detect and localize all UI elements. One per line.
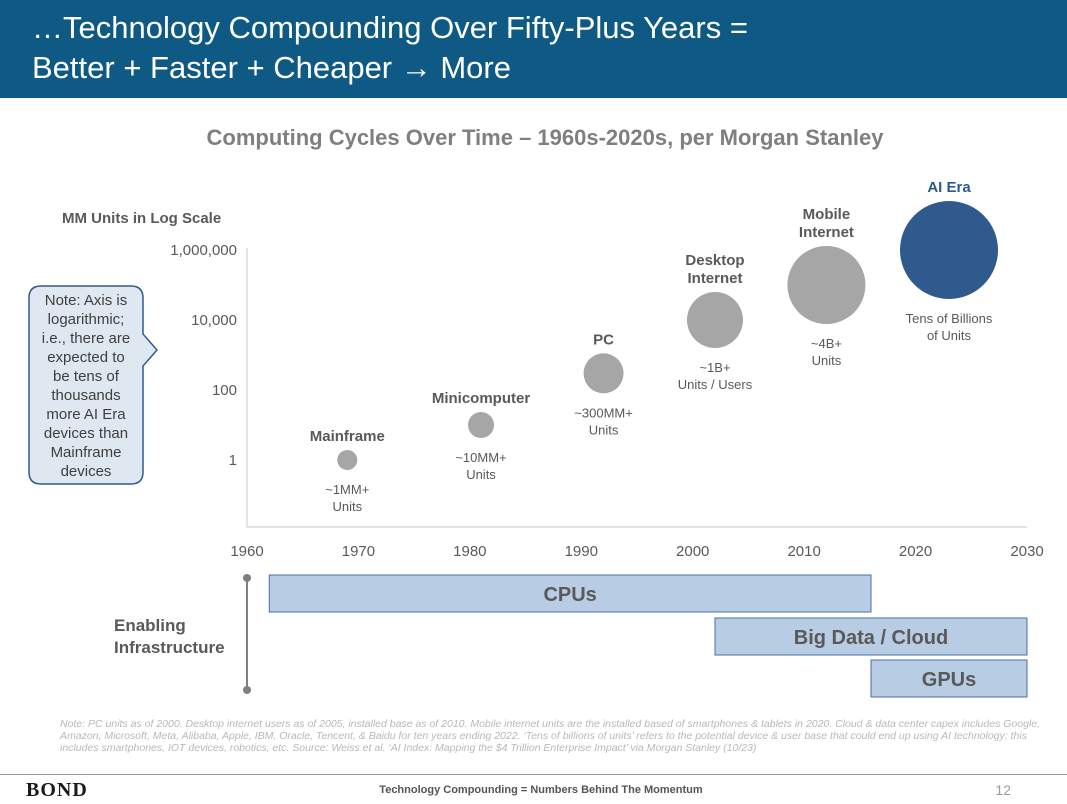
infrastructure-bar-big-data-cloud — [714, 617, 1028, 656]
title-line-1: …Technology Compounding Over Fifty-Plus … — [32, 10, 748, 45]
bubble-desktop-internet — [687, 292, 743, 348]
page-number: 12 — [995, 782, 1011, 798]
title-line-2: Better + Faster + Cheaper → More — [32, 50, 511, 85]
chart-title: Computing Cycles Over Time – 1960s-2020s… — [207, 125, 885, 150]
x-tick-label: 1990 — [565, 543, 598, 560]
note-callout-text: Mainframe — [51, 444, 122, 461]
infrastructure-label: Enabling — [114, 616, 186, 635]
infrastructure-bar-label: Big Data / Cloud — [794, 627, 948, 649]
title-banner: …Technology Compounding Over Fifty-Plus … — [0, 0, 1067, 98]
x-tick-label: 2020 — [899, 543, 932, 560]
x-tick-label: 1960 — [230, 543, 263, 560]
bubble-annotation: Units / Users — [678, 377, 753, 392]
timeline-dot-bottom — [243, 686, 251, 694]
bubble-pc — [583, 353, 624, 394]
y-axis-label: MM Units in Log Scale — [62, 210, 221, 227]
infrastructure-bar-gpus — [870, 659, 1028, 698]
infrastructure-label: Infrastructure — [114, 638, 225, 657]
bubble-annotation: ~1MM+ — [325, 482, 369, 497]
y-tick-label: 1,000,000 — [170, 242, 237, 259]
bubble-label: Desktop — [685, 252, 744, 269]
bubble-label: Mainframe — [310, 428, 385, 445]
infrastructure-bar-label: GPUs — [922, 669, 976, 691]
bubble-annotation: ~4B+ — [811, 336, 842, 351]
bubble-annotation: of Units — [927, 328, 972, 343]
bubble-annotation: Units — [812, 353, 842, 368]
bubble-annotation: Units — [466, 467, 496, 482]
bubble-label: AI Era — [927, 179, 971, 196]
bubble-annotation: Tens of Billions — [906, 311, 993, 326]
y-tick-label: 10,000 — [191, 312, 237, 329]
bubble-annotation: Units — [332, 499, 362, 514]
bubble-annotation: Units — [589, 422, 619, 437]
x-tick-label: 1980 — [453, 543, 486, 560]
bubble-label: PC — [593, 331, 614, 348]
x-tick-label: 2010 — [787, 543, 820, 560]
note-callout-text: logarithmic; — [48, 311, 125, 328]
bubble-annotation: ~10MM+ — [455, 450, 506, 465]
x-tick-label: 2030 — [1010, 543, 1043, 560]
note-callout-text: more AI Era — [46, 406, 126, 423]
x-tick-label: 1970 — [342, 543, 375, 560]
bubble-minicomputer — [468, 412, 494, 438]
bubble-mainframe — [337, 450, 358, 470]
infrastructure-bar-cpus — [268, 574, 872, 613]
x-tick-label: 2000 — [676, 543, 709, 560]
note-callout-text: devices — [61, 463, 112, 480]
note-callout — [28, 285, 158, 485]
bubble-label: Minicomputer — [432, 390, 530, 407]
y-tick-label: 100 — [212, 382, 237, 399]
note-callout-text: devices than — [44, 425, 128, 442]
timeline-dot-top — [243, 574, 251, 582]
footnote: Note: PC units as of 2000. Desktop inter… — [60, 718, 1041, 754]
note-callout-text: i.e., there are — [42, 330, 130, 347]
bubble-ai-era — [900, 201, 998, 299]
note-callout-text: be tens of — [53, 368, 120, 385]
note-callout-text: Note: Axis is — [45, 292, 128, 309]
footer-caption: Technology Compounding = Numbers Behind … — [379, 784, 703, 796]
note-callout-text: expected to — [47, 349, 125, 366]
infrastructure-bar-label: CPUs — [543, 584, 596, 606]
bubble-label: Internet — [687, 270, 742, 287]
note-callout-text: thousands — [51, 387, 120, 404]
bubble-annotation: ~1B+ — [699, 360, 730, 375]
brand-logo: BOND — [26, 779, 88, 801]
bubble-label: Internet — [799, 224, 854, 241]
y-tick-label: 1 — [229, 452, 237, 469]
footer-divider — [0, 774, 1067, 775]
bubble-mobile-internet — [787, 246, 866, 324]
bubble-label: Mobile — [803, 206, 851, 223]
bubble-annotation: ~300MM+ — [574, 405, 633, 420]
